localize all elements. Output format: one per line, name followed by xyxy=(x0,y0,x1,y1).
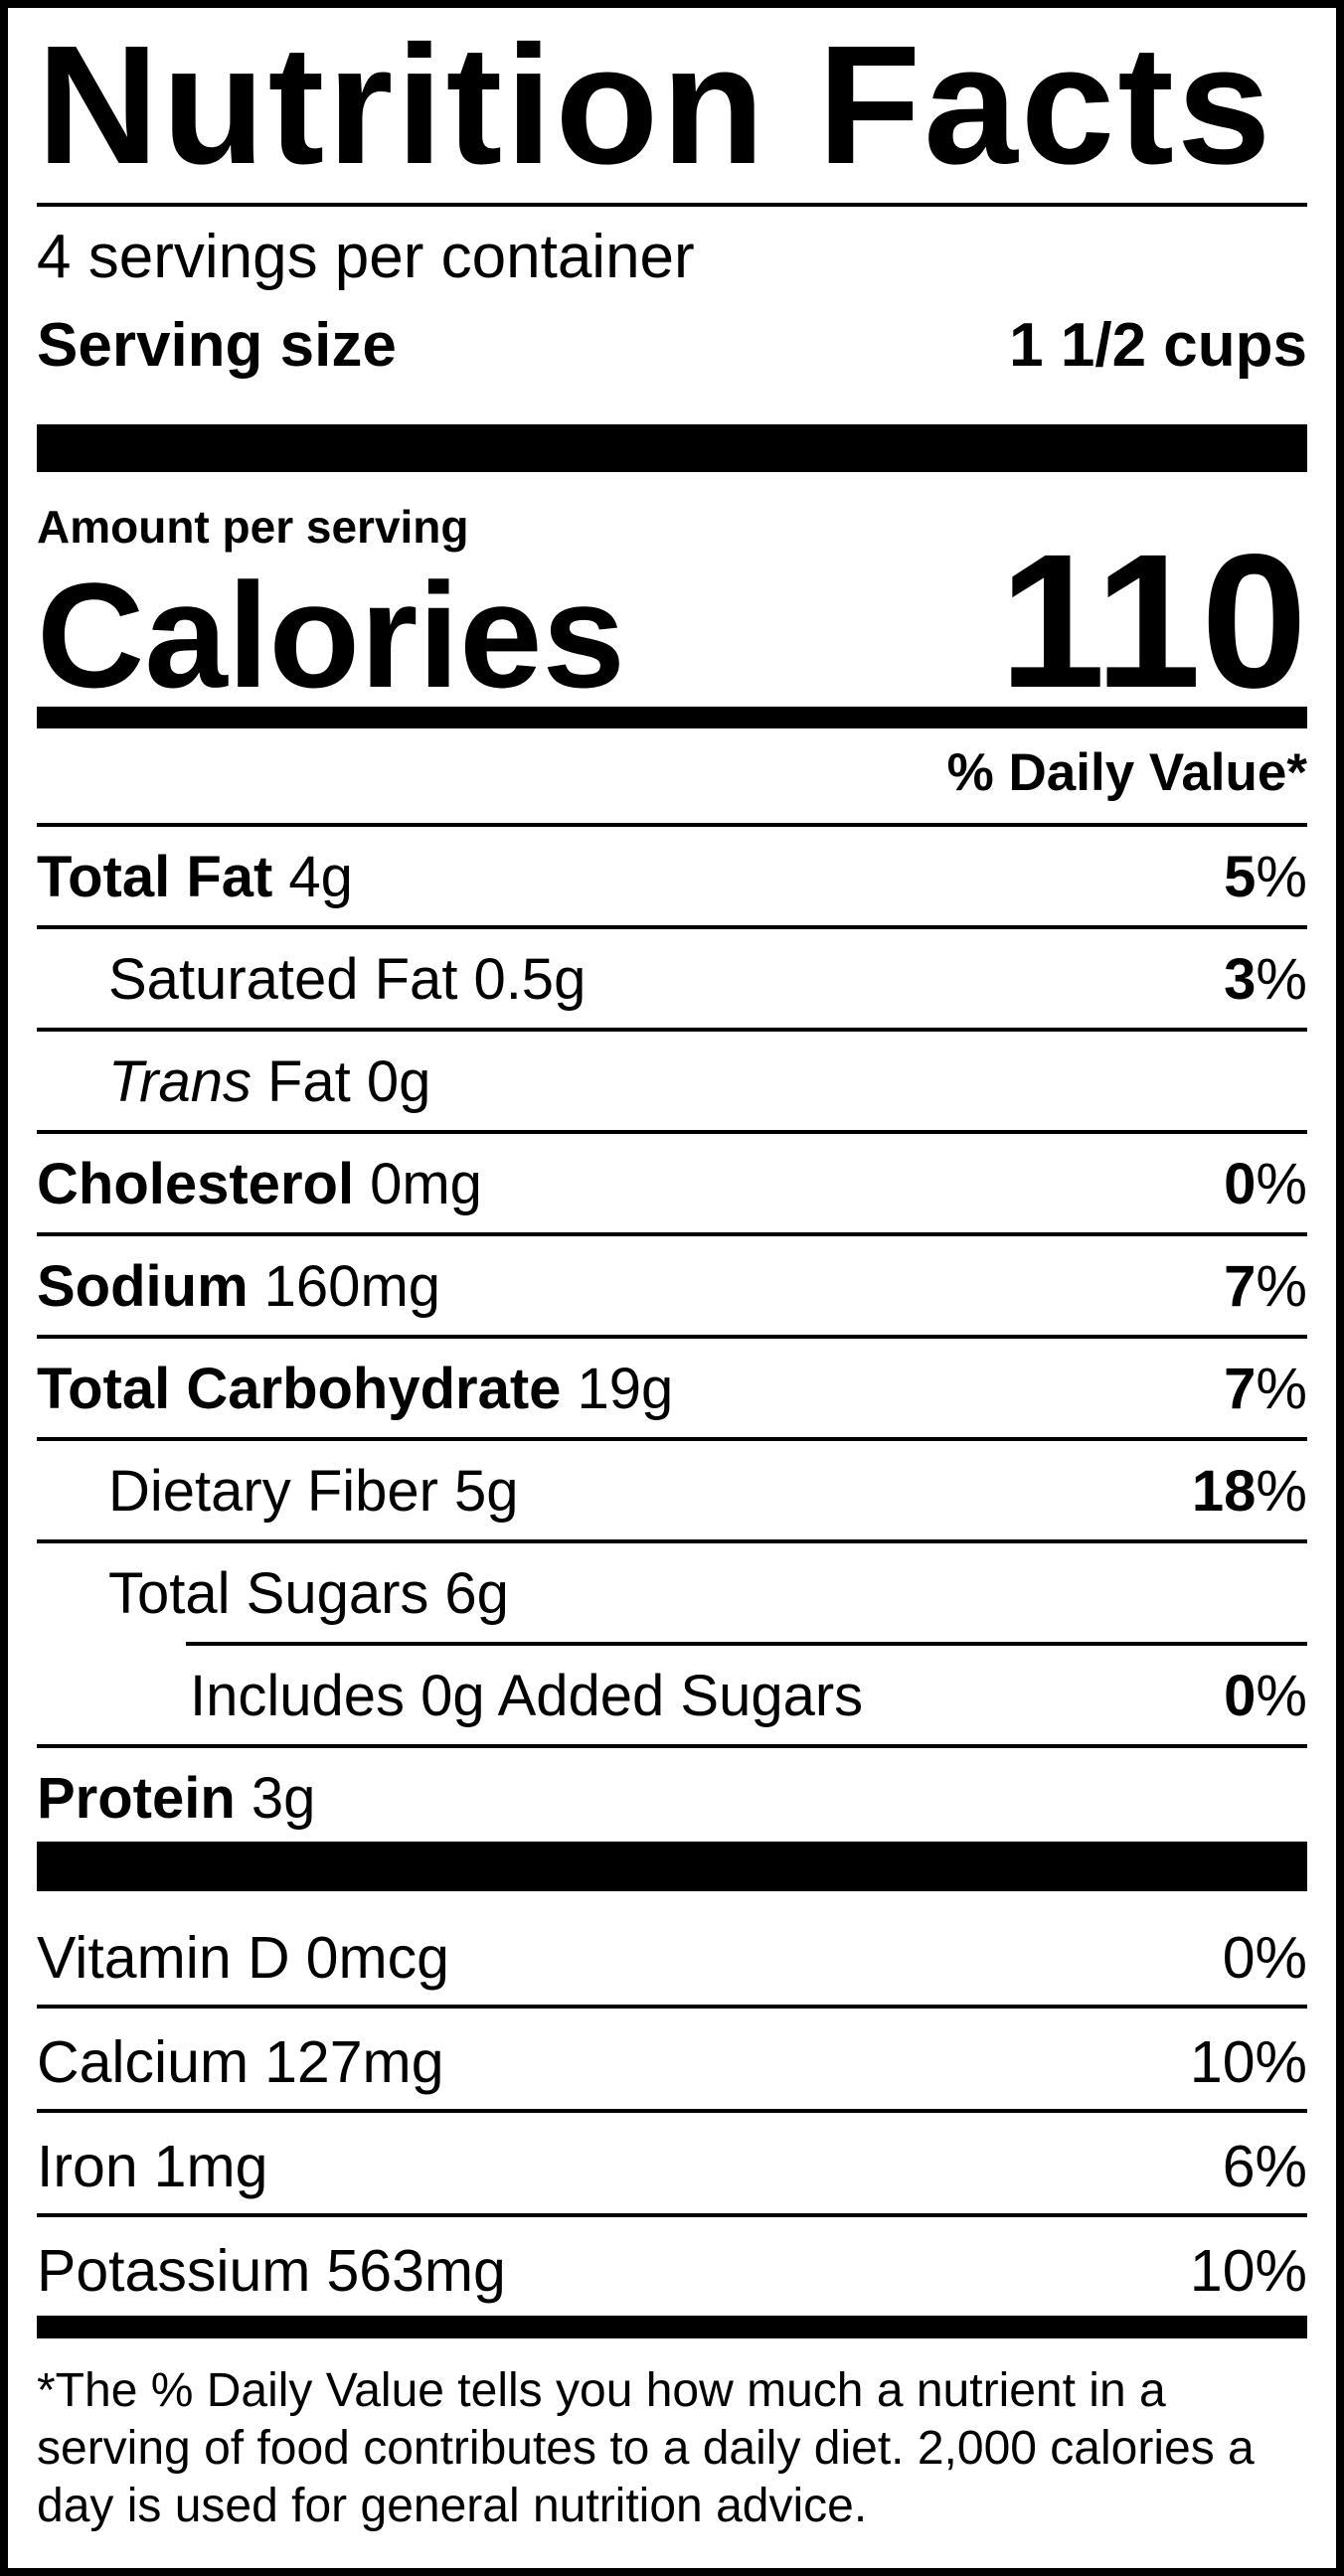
nutrient-amount: 6g xyxy=(444,1561,509,1626)
nutrient-name: Trans xyxy=(108,1049,252,1114)
daily-value-header: % Daily Value* xyxy=(946,743,1307,802)
nutrient-amount: 3g xyxy=(251,1766,316,1831)
vitamin-name: Calcium xyxy=(37,2029,250,2095)
vitamin-row-calcium: Calcium 127mg 10% xyxy=(37,2009,1307,2109)
nutrient-amount: 0mg xyxy=(370,1152,482,1216)
nutrient-name: Sodium xyxy=(37,1254,249,1319)
vitamin-name: Potassium xyxy=(37,2238,311,2304)
nutrient-amount: 5g xyxy=(453,1459,519,1524)
nutrient-name: Total Fat xyxy=(37,845,273,909)
nutrient-name: Dietary Fiber xyxy=(108,1459,438,1524)
daily-value-percent: 6% xyxy=(1222,2134,1307,2199)
serving-size-row: Serving size 1 1/2 cups xyxy=(37,290,1307,424)
thin-rule xyxy=(37,2213,1307,2217)
daily-value-percent: 7% xyxy=(1224,1254,1307,1319)
nutrient-amount: Fat 0g xyxy=(266,1049,431,1114)
daily-value-percent: 18% xyxy=(1191,1459,1307,1524)
vitamin-row-iron: Iron 1mg 6% xyxy=(37,2113,1307,2213)
nutrient-amount: 160mg xyxy=(263,1254,441,1319)
thin-rule-indented xyxy=(186,1642,1307,1646)
nutrient-name: Cholesterol xyxy=(37,1152,355,1216)
calories-row: Calories 110 xyxy=(37,526,1307,717)
thin-rule xyxy=(37,203,1307,207)
vitamin-amount: 127mg xyxy=(264,2029,444,2095)
serving-size-value: 1 1/2 cups xyxy=(1009,311,1307,380)
nutrient-name: Total Sugars xyxy=(108,1561,429,1626)
thick-divider-bar xyxy=(37,1842,1307,1891)
nutrient-row-total-fat: Total Fat 4g 5% xyxy=(37,827,1307,925)
thick-divider-bar xyxy=(37,424,1307,472)
calories-value: 110 xyxy=(999,514,1307,727)
serving-size-label: Serving size xyxy=(37,311,397,380)
vitamin-row-potassium: Potassium 563mg 10% xyxy=(37,2217,1307,2316)
thin-rule xyxy=(37,1437,1307,1441)
thin-rule xyxy=(37,2109,1307,2113)
servings-per-container: 4 servings per container xyxy=(37,223,695,291)
daily-value-percent: 7% xyxy=(1224,1357,1307,1421)
thin-rule xyxy=(37,1028,1307,1032)
thin-rule xyxy=(37,925,1307,929)
nutrient-row-saturated-fat: Saturated Fat 0.5g 3% xyxy=(37,929,1307,1028)
thin-rule xyxy=(37,1744,1307,1748)
thin-rule xyxy=(37,2005,1307,2009)
vitamin-amount: 0mcg xyxy=(305,1925,449,1991)
nutrient-name: Protein xyxy=(37,1766,236,1831)
nutrient-name: Saturated Fat xyxy=(108,947,458,1012)
daily-value-percent: 5% xyxy=(1224,845,1307,909)
thin-rule xyxy=(37,1539,1307,1543)
vitamin-name: Iron xyxy=(37,2134,138,2199)
nutrient-name: Includes 0g Added Sugars xyxy=(190,1664,864,1728)
amount-per-serving-label: Amount per serving xyxy=(37,501,469,553)
nutrient-amount: 19g xyxy=(577,1357,674,1421)
label-title: Nutrition Facts xyxy=(37,11,1274,200)
daily-value-percent: 0% xyxy=(1224,1664,1307,1728)
thin-rule xyxy=(37,1232,1307,1236)
nutrient-row-protein: Protein 3g xyxy=(37,1748,1307,1842)
nutrient-amount: 4g xyxy=(288,845,353,909)
vitamin-amount: 1mg xyxy=(153,2134,268,2199)
daily-value-percent: 3% xyxy=(1224,947,1307,1012)
nutrient-amount: 0.5g xyxy=(473,947,587,1012)
nutrient-name: Total Carbohydrate xyxy=(37,1357,562,1421)
nutrient-row-total-carbohydrate: Total Carbohydrate 19g 7% xyxy=(37,1339,1307,1437)
thin-rule xyxy=(37,1130,1307,1134)
nutrient-row-trans-fat: Trans Fat 0g xyxy=(37,1032,1307,1130)
daily-value-percent: 10% xyxy=(1189,2238,1307,2304)
daily-value-footnote: *The % Daily Value tells you how much a … xyxy=(37,2364,1255,2532)
medium-divider-bar xyxy=(37,707,1307,728)
vitamin-name: Vitamin D xyxy=(37,1925,290,1991)
daily-value-percent: 0% xyxy=(1224,1152,1307,1216)
daily-value-percent: 0% xyxy=(1222,1925,1307,1991)
vitamin-row-vitamin-d: Vitamin D 0mcg 0% xyxy=(37,1891,1307,2005)
thin-rule xyxy=(37,823,1307,827)
nutrient-row-dietary-fiber: Dietary Fiber 5g 18% xyxy=(37,1441,1307,1539)
thin-rule xyxy=(37,1335,1307,1339)
nutrient-row-cholesterol: Cholesterol 0mg 0% xyxy=(37,1134,1307,1232)
nutrient-row-sodium: Sodium 160mg 7% xyxy=(37,1236,1307,1335)
calories-label: Calories xyxy=(37,552,625,719)
medium-divider-bar xyxy=(37,2316,1307,2338)
nutrient-row-total-sugars: Total Sugars 6g xyxy=(37,1543,1307,1642)
nutrient-row-added-sugars: Includes 0g Added Sugars 0% xyxy=(37,1646,1307,1744)
vitamin-amount: 563mg xyxy=(326,2238,506,2304)
daily-value-percent: 10% xyxy=(1189,2029,1307,2095)
